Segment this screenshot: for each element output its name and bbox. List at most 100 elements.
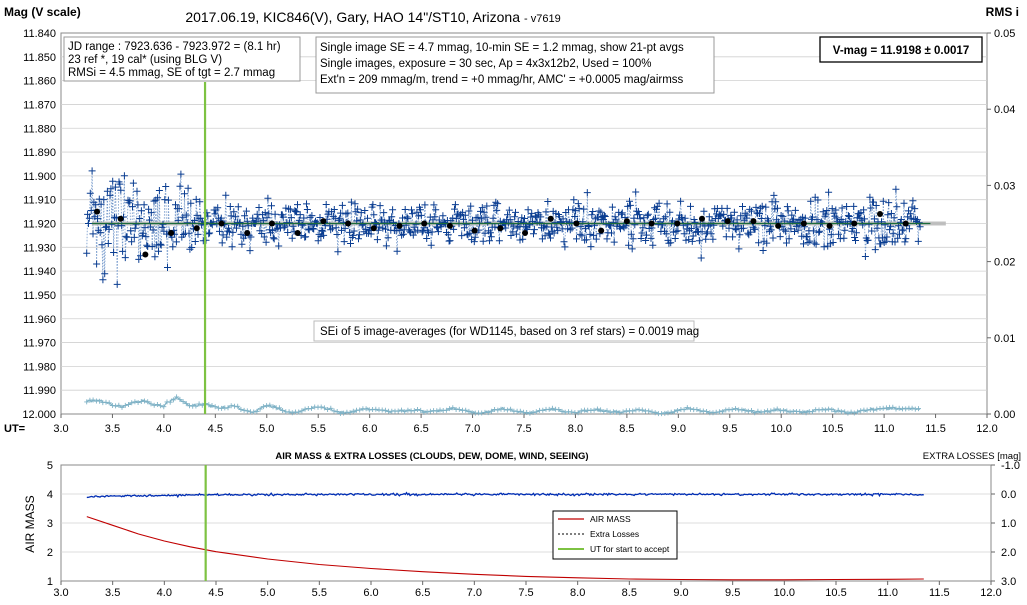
bottom-left-tick-label: 3 [47,518,53,530]
bottom-left-tick-labels: 1 2 3 4 5 [47,460,53,588]
bottom-right-tick-label: 3.0 [1001,576,1016,588]
top-left-tick-labels: 11.840 11.850 11.860 11.870 11.880 11.890 11.9… [22,28,56,421]
info-box-jd-frame [63,36,301,82]
average-point [497,225,504,232]
average-point [674,220,681,227]
average-point [750,218,757,225]
info-exp-line-2: Single images, exposure = 30 sec, Ap = 4… [320,58,651,70]
top-left-tick-label: 11.840 [23,28,56,40]
top-right-tick-label: 0.03 [994,180,1015,192]
top-left-tick-label: 11.930 [23,242,56,254]
average-point [775,222,782,229]
bottom-left-tick-label: 2 [47,547,53,559]
average-point [698,215,705,222]
top-x-tick-label: 10.5 [822,423,843,435]
average-point [94,208,101,215]
bottom-x-tick-label: 3.5 [105,587,120,599]
bottom-data-layer [86,465,924,581]
top-chart: Mag (V scale) RMS i 2017.06.19, KIC846(V… [4,5,1019,435]
average-point [320,218,327,225]
bottom-right-tick-label: 1.0 [1001,518,1016,530]
vmag-box: V-mag = 11.9198 ± 0.0017 [819,36,983,63]
bottom-x-tick-label: 7.5 [518,587,533,599]
average-point [522,230,529,237]
bottom-x-tick-label: 7.0 [467,587,482,599]
info-box-exposure-frame [315,36,715,94]
average-point [345,220,352,227]
rms-plus-markers [84,394,921,417]
extra-losses-line [86,491,924,499]
top-right-tick-labels: 0.05 0.04 0.03 0.02 0.01 0.00 [994,28,1015,421]
top-left-axis-label: Mag (V scale) [4,5,81,19]
top-x-tick-label: 6.5 [413,423,428,435]
top-right-tick-label: 0.01 [994,333,1015,345]
sei-annotation: SEi of 5 image-averages (for WD1145, bas… [313,320,699,342]
top-x-tick-label: 8.0 [568,423,583,435]
top-x-tick-label: 9.5 [722,423,737,435]
top-left-tick-label: 11.850 [23,52,56,64]
average-point [648,220,655,227]
legend-label-airmass: AIR MASS [590,514,631,524]
bottom-x-tick-label: 11.0 [877,587,898,599]
bottom-x-tick-label: 6.0 [363,587,378,599]
top-left-tick-label: 11.870 [23,99,56,111]
top-x-tick-label: 9.0 [671,423,686,435]
average-point [623,218,630,225]
top-chart-title: 2017.06.19, KIC846(V), Gary, HAO 14"/ST1… [185,9,520,25]
top-left-tick-label: 11.990 [23,385,56,397]
top-right-axis-label: RMS i [986,5,1019,19]
top-x-tick-label: 8.5 [619,423,634,435]
average-point [168,230,175,237]
top-x-tick-label: 6.0 [362,423,377,435]
top-left-tick-label: 11.900 [23,171,56,183]
top-left-tick-label: 11.960 [23,314,56,326]
top-x-tick-label: 11.0 [874,423,895,435]
top-x-tick-label: 3.0 [53,423,68,435]
info-exp-line-1: Single image SE = 4.7 mmag, 10-min SE = … [320,42,684,54]
average-point [244,230,251,237]
bottom-right-tick-label: -1.0 [1001,460,1020,472]
scatter-plus-markers [83,167,924,288]
bottom-left-tick-label: 1 [47,576,53,588]
average-point [851,220,858,227]
bottom-x-tick-label: 11.5 [929,587,950,599]
info-exp-line-3: Ext'n = 209 mmag/m, trend = +0 mmag/hr, … [320,74,684,86]
bottom-x-tick-label: 9.0 [673,587,688,599]
sei-annotation-frame [313,320,695,342]
average-point [117,215,124,222]
vmag-box-frame [819,36,983,63]
top-left-tick-label: 12.000 [22,409,56,421]
bottom-chart: AIR MASS & EXTRA LOSSES (CLOUDS, DEW, DO… [23,451,1021,599]
top-right-tick-label: 0.02 [994,257,1015,269]
top-x-tick-label: 11.5 [925,423,946,435]
bottom-right-tick-labels: -1.0 0.0 1.0 2.0 3.0 [1001,460,1020,588]
bottom-chart-title: AIR MASS & EXTRA LOSSES (CLOUDS, DEW, DO… [275,451,588,462]
top-x-tick-label: 4.5 [208,423,223,435]
top-x-tick-label: 4.0 [156,423,171,435]
top-left-tick-label: 11.910 [23,195,56,207]
average-point [876,210,883,217]
top-right-tick-label: 0.00 [994,409,1015,421]
average-point [902,220,909,227]
top-x-axis-label: UT= [4,423,25,435]
legend-label-accept: UT for start to accept [590,544,670,554]
top-left-tick-label: 11.880 [23,123,56,135]
bottom-x-tick-label: 12.0 [980,587,1001,599]
top-x-tick-label: 5.5 [311,423,326,435]
bottom-x-tick-label: 8.5 [622,587,637,599]
bottom-x-tick-labels: 3.0 3.5 4.0 4.5 5.0 5.5 6.0 6.5 7.0 7.5 8.0 8.5 9.0 9… [53,587,1001,599]
average-point [598,227,605,234]
top-x-tick-labels: 3.0 3.5 4.0 4.5 5.0 5.5 6.0 6.5 7.0 7.5 8.0 8.5 9.0 9… [53,423,997,435]
bottom-x-tick-label: 9.5 [725,587,740,599]
bottom-x-tick-label: 3.0 [53,587,68,599]
bottom-x-tick-label: 4.5 [208,587,223,599]
top-x-tick-label: 10.0 [771,423,792,435]
top-left-tick-label: 11.920 [23,219,56,231]
bottom-right-tick-label: 2.0 [1001,547,1016,559]
average-point [421,220,428,227]
top-right-tick-label: 0.05 [994,28,1015,40]
info-box-exposure: Single image SE = 4.7 mmag, 10-min SE = … [315,36,715,94]
bottom-x-tick-label: 6.5 [415,587,430,599]
legend-label-extra-losses: Extra Losses [590,529,639,539]
